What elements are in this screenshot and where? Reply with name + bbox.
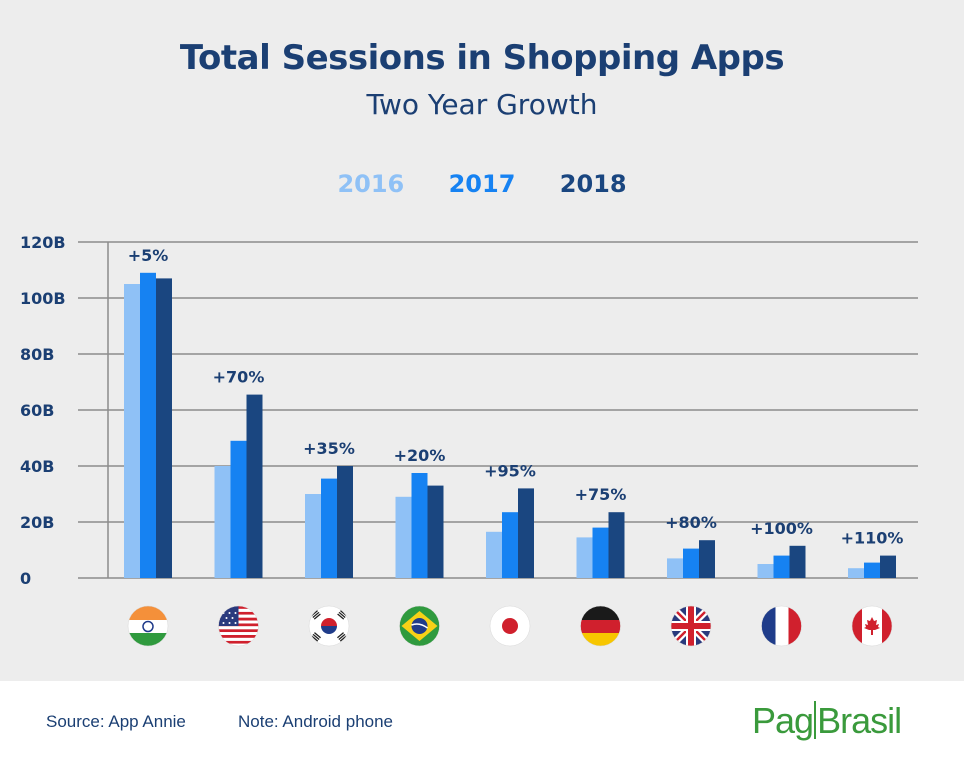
flag-usa-icon [218, 605, 259, 647]
flag-south-korea-icon [308, 605, 350, 647]
flag-france-icon [761, 605, 802, 647]
flag-india-icon [127, 605, 169, 647]
bar-2017-flag-usa [230, 440, 247, 578]
bar-2018-flag-germany [608, 512, 625, 578]
y-tick-label: 60B [20, 401, 54, 420]
flag-uk-icon [670, 605, 712, 647]
bar-2017-flag-germany [592, 527, 609, 578]
bar-2017-flag-india [140, 272, 156, 578]
bar-2017-flag-france [773, 555, 790, 578]
flag-brazil-icon [399, 605, 440, 647]
growth-label: +75% [575, 485, 627, 504]
bar-2016-flag-south-korea [305, 494, 321, 578]
chart-legend: 2016 2017 2018 [0, 170, 964, 198]
logo-text-right: Brasil [817, 700, 902, 741]
y-tick-label: 80B [20, 345, 54, 364]
bar-2018-flag-usa [246, 394, 263, 578]
growth-label: +20% [394, 446, 446, 465]
growth-label: +70% [213, 368, 265, 387]
growth-label: +80% [665, 513, 717, 532]
source-note: Source: App Annie [46, 712, 186, 731]
flag-germany-icon [580, 605, 621, 647]
growth-label: +5% [128, 246, 169, 265]
pagbrasil-logo: Pag Brasil [752, 700, 902, 742]
logo-divider [814, 701, 817, 739]
y-tick-label: 120B [20, 233, 66, 252]
flag-japan-icon [489, 605, 531, 647]
bar-chart: 0 20B 40B 60B 80B 100B 120B +5% +70% +35% +20% +95%… [20, 233, 918, 647]
bar-2018-flag-uk [699, 540, 715, 578]
y-tick-label: 20B [20, 513, 54, 532]
flag-canada-icon [851, 605, 893, 647]
y-tick-label: 100B [20, 289, 66, 308]
android-note: Note: Android phone [238, 712, 394, 731]
bar-2017-flag-uk [683, 548, 699, 578]
logo-text-left: Pag [752, 700, 814, 741]
bar-2016-flag-canada [848, 568, 864, 578]
bar-2018-flag-south-korea [337, 466, 353, 578]
bar-2017-flag-south-korea [321, 478, 337, 578]
bar-2018-flag-india [156, 278, 172, 578]
bar-2016-flag-japan [486, 531, 502, 578]
bar-2017-flag-japan [502, 512, 518, 578]
bar-2017-flag-canada [864, 562, 880, 578]
bar-2016-flag-brazil [395, 496, 412, 578]
bar-2018-flag-canada [880, 555, 896, 578]
bar-2018-flag-brazil [427, 485, 444, 578]
bar-2018-flag-japan [518, 488, 534, 578]
bar-2018-flag-france [789, 545, 806, 578]
legend-item-2017: 2017 [448, 170, 516, 198]
growth-label: +100% [750, 519, 813, 538]
bar-2016-flag-usa [214, 466, 231, 578]
chart-panel: Total Sessions in Shopping Apps Two Year… [0, 0, 964, 681]
chart-title: Total Sessions in Shopping Apps [179, 38, 785, 78]
bar-2016-flag-india [124, 284, 140, 578]
growth-label: +95% [484, 461, 536, 480]
bar-2016-flag-uk [667, 558, 683, 578]
chart-subtitle: Two Year Growth [366, 88, 598, 121]
y-tick-label: 40B [20, 457, 54, 476]
bar-2016-flag-france [757, 564, 774, 578]
growth-label: +35% [303, 439, 355, 458]
y-tick-label: 0 [20, 569, 31, 588]
bar-2017-flag-brazil [411, 473, 428, 578]
growth-label: +110% [841, 529, 904, 548]
legend-item-2016: 2016 [337, 170, 405, 198]
legend-item-2018: 2018 [559, 170, 627, 198]
bar-2016-flag-germany [576, 537, 593, 578]
